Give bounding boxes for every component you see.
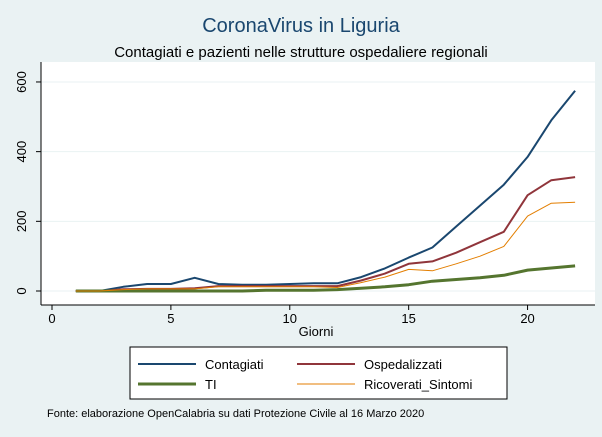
x-tick-label-10: 10 [283,311,297,326]
x-tick-label-5: 5 [167,311,174,326]
legend-label-ti: TI [205,377,217,392]
chart-title: CoronaVirus in Liguria [202,15,400,37]
y-tick-label-400: 400 [14,141,29,163]
series-line-contagiati [75,90,576,292]
legend-label-contagiati: Contagiati [205,357,264,372]
x-axis-label: Giorni [299,324,334,339]
legend: Contagiati Ospedalizzati TI Ricoverati_Sint… [129,346,508,400]
x-tick-label-15: 15 [401,311,415,326]
chart-subtitle: Contagiati e pazienti nelle strutture os… [114,44,488,61]
series-group [75,90,576,293]
legend-label-ricoverati-sintomi: Ricoverati_Sintomi [364,377,472,392]
footnote: Fonte: elaborazione OpenCalabria su dati… [47,408,424,420]
legend-label-ospedalizzati: Ospedalizzati [364,357,442,372]
y-tick-label-0: 0 [14,287,29,294]
axes: 0 200 400 600 0 5 10 15 20 [14,62,595,326]
legend-box [129,346,508,400]
plot-area [41,62,595,305]
y-tick-label-600: 600 [14,71,29,93]
y-tick-label-200: 200 [14,210,29,232]
series-line-ti [75,264,576,293]
x-tick-label-20: 20 [520,311,534,326]
x-tick-label-0: 0 [48,311,55,326]
series-line-ricoverati-sintomi [75,201,576,292]
